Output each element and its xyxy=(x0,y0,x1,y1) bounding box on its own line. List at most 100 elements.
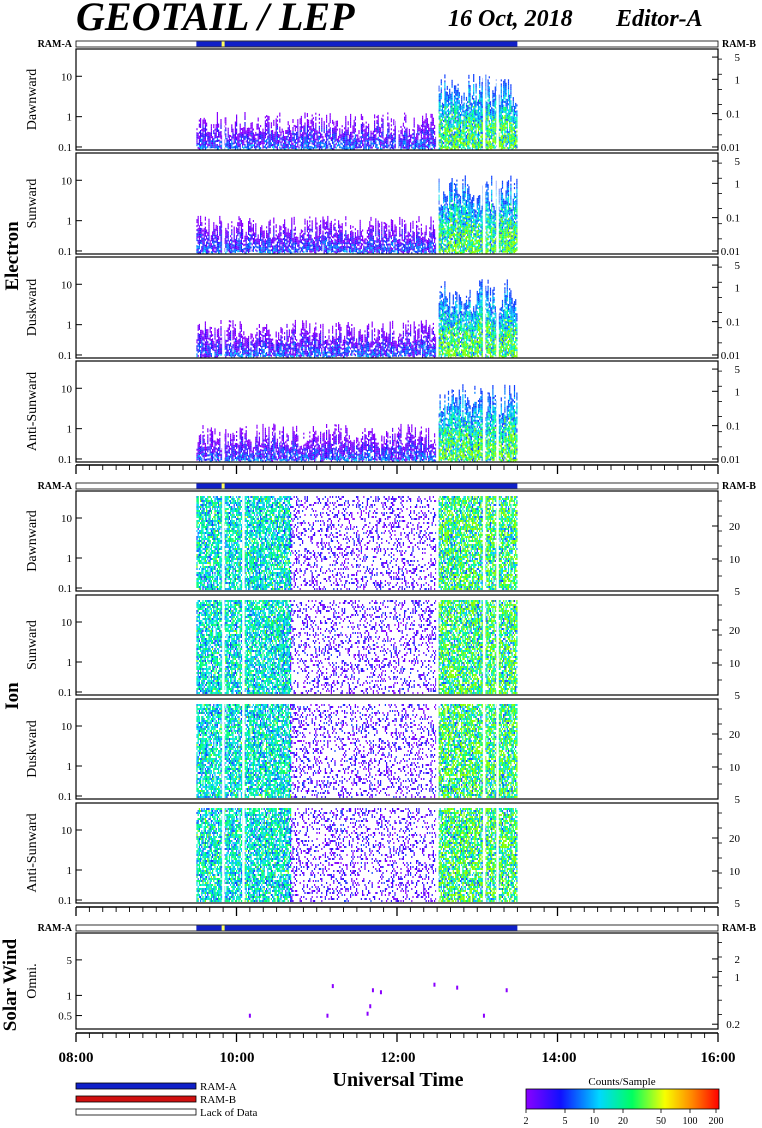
data-gap-electron-duskward-2 xyxy=(483,257,486,358)
legend-label-ram-b: RAM-B xyxy=(200,1094,236,1106)
ylabel-ion-dawnward: Dawnward xyxy=(25,510,40,571)
group-label-electron: Electron xyxy=(2,221,23,291)
sw-point-8 xyxy=(456,986,458,990)
right-tick-label-electron-sunward-0: 5 xyxy=(735,156,741,168)
group-label-solar-wind: Solar Wind xyxy=(0,938,21,1031)
data-gap-electron-dawnward-4 xyxy=(496,49,499,150)
data-gap-ion-sunward-3 xyxy=(483,595,486,695)
data-gap-ion-sunward-2 xyxy=(436,595,439,695)
colorbar-tick-100: 100 xyxy=(683,1116,698,1127)
legend-swatch-lack-of-data xyxy=(76,1109,196,1115)
plot-header: GEOTAIL / LEP 16 Oct, 2018 Editor-A xyxy=(76,0,703,39)
instrument-title: GEOTAIL / LEP xyxy=(76,0,355,39)
spectrogram-electron-anti-sunward xyxy=(196,384,517,462)
right-tick-label-electron-dawnward-0: 5 xyxy=(735,52,741,64)
colorbar: Counts/Sample 2 5 10 20 50 100 200 xyxy=(524,1076,724,1127)
left-tick-label-electron-duskward-1: 1 xyxy=(67,320,73,332)
data-gap-electron-dawnward-1 xyxy=(396,49,399,150)
data-gap-electron-sunward-2 xyxy=(483,153,486,254)
right-tick-label-electron-dawnward-3: 0.01 xyxy=(721,142,740,154)
status-bar-ram-a-0 xyxy=(196,42,517,47)
right-tick-label-electron-dawnward-1: 1 xyxy=(735,74,741,86)
status-bar-gap-1-0 xyxy=(222,484,225,489)
status-label-right-2: RAM-B xyxy=(722,923,756,934)
data-gap-ion-anti-sunward-2 xyxy=(436,803,439,903)
data-gap-electron-anti-sunward-0 xyxy=(222,361,225,462)
left-tick-label-solar-wind-omni-2: 0.5 xyxy=(58,1011,72,1023)
right-tick-label-ion-sunward-1: 10 xyxy=(729,658,741,670)
data-gap-ion-duskward-1 xyxy=(242,699,245,799)
right-tick-label-solar-wind-omni-1: 1 xyxy=(735,972,741,984)
time-tick-0800: 08:00 xyxy=(59,1050,94,1066)
right-tick-label-electron-sunward-1: 1 xyxy=(735,178,741,190)
left-tick-label-ion-anti-sunward-2: 0.1 xyxy=(58,895,72,907)
colorbar-tick-2: 2 xyxy=(524,1116,529,1127)
left-tick-label-ion-duskward-2: 0.1 xyxy=(58,791,72,803)
date-label: 16 Oct, 2018 xyxy=(448,6,573,32)
right-tick-label-ion-dawnward-1: 10 xyxy=(729,554,741,566)
sw-point-4 xyxy=(369,1004,371,1008)
left-tick-label-electron-duskward-0: 10 xyxy=(61,279,73,291)
data-gap-ion-anti-sunward-0 xyxy=(222,803,225,903)
sw-point-2 xyxy=(332,984,334,988)
right-tick-label-ion-duskward-2: 5 xyxy=(735,794,741,806)
left-tick-label-ion-dawnward-1: 1 xyxy=(67,553,73,565)
sw-point-0 xyxy=(249,1014,251,1018)
panel-frame-solar-wind-omni xyxy=(76,933,718,1029)
colorbar-tick-5: 5 xyxy=(563,1116,568,1127)
colorbar-tick-10: 10 xyxy=(589,1116,599,1127)
data-gap-electron-sunward-0 xyxy=(222,153,225,254)
sw-point-9 xyxy=(483,1014,485,1018)
data-gap-ion-duskward-4 xyxy=(496,699,499,799)
data-gap-electron-anti-sunward-2 xyxy=(483,361,486,462)
data-gap-ion-anti-sunward-3 xyxy=(483,803,486,903)
right-tick-label-electron-duskward-3: 0.01 xyxy=(721,350,740,362)
spectrogram-electron-sunward xyxy=(196,175,517,254)
spectrogram-electron-duskward xyxy=(196,279,517,358)
data-gap-electron-sunward-1 xyxy=(436,153,439,254)
right-tick-label-ion-dawnward-2: 5 xyxy=(735,586,741,598)
sw-point-10 xyxy=(506,988,508,992)
status-bar-gap-0-0 xyxy=(222,42,225,47)
left-tick-label-ion-sunward-1: 1 xyxy=(67,657,73,669)
left-tick-label-ion-sunward-0: 10 xyxy=(61,617,73,629)
left-tick-label-electron-dawnward-0: 10 xyxy=(61,71,73,83)
ylabel-electron-anti-sunward: Anti-Sunward xyxy=(25,372,40,451)
ylabel-ion-anti-sunward: Anti-Sunward xyxy=(25,813,40,892)
data-gap-ion-duskward-0 xyxy=(222,699,225,799)
left-tick-label-solar-wind-omni-0: 5 xyxy=(67,955,73,967)
right-tick-label-ion-anti-sunward-0: 20 xyxy=(729,833,741,845)
left-tick-label-ion-duskward-1: 1 xyxy=(67,761,73,773)
data-gap-electron-dawnward-0 xyxy=(222,49,225,150)
data-gap-ion-sunward-0 xyxy=(222,595,225,695)
status-label-left-0: RAM-A xyxy=(38,39,73,50)
time-tick-row-2 xyxy=(76,1033,718,1042)
right-tick-label-electron-anti-sunward-3: 0.01 xyxy=(721,454,740,466)
panel-frame-ion-duskward xyxy=(76,699,718,799)
sw-point-6 xyxy=(380,990,382,994)
right-tick-label-ion-sunward-0: 20 xyxy=(729,625,741,637)
legend-label-lack-of-data: Lack of Data xyxy=(200,1107,258,1119)
left-tick-label-electron-anti-sunward-0: 10 xyxy=(61,383,73,395)
data-gap-electron-duskward-0 xyxy=(222,257,225,358)
data-gap-electron-dawnward-2 xyxy=(436,49,439,150)
right-tick-label-electron-sunward-2: 0.1 xyxy=(726,213,740,225)
group-label-ion: Ion xyxy=(2,682,23,710)
colorbar-title: Counts/Sample xyxy=(588,1076,655,1088)
panel-frame-ion-sunward xyxy=(76,595,718,695)
left-tick-label-electron-anti-sunward-1: 1 xyxy=(67,424,73,436)
sw-point-7 xyxy=(433,983,435,987)
time-tick-1000: 10:00 xyxy=(220,1050,255,1066)
left-tick-label-ion-duskward-0: 10 xyxy=(61,721,73,733)
data-gap-ion-dawnward-2 xyxy=(436,491,439,591)
colorbar-gradient xyxy=(526,1089,719,1109)
left-tick-label-ion-anti-sunward-0: 10 xyxy=(61,825,73,837)
